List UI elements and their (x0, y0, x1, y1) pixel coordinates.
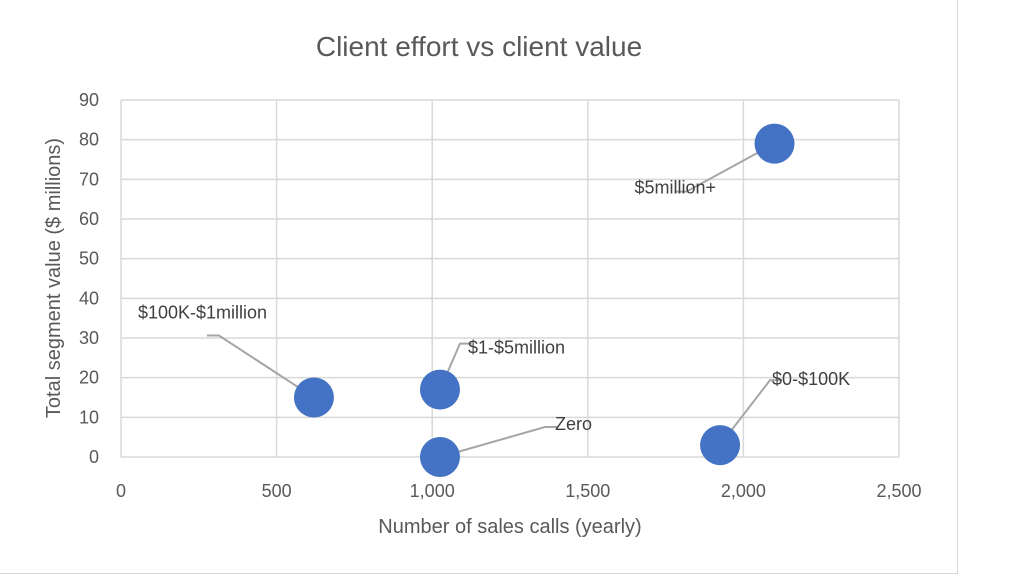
data-point (754, 123, 795, 164)
y-tick-label: 80 (79, 130, 99, 150)
y-tick-label: 0 (89, 447, 99, 467)
x-tick-label: 2,000 (721, 481, 766, 501)
x-tick-label: 1,000 (410, 481, 455, 501)
data-point (700, 425, 741, 466)
data-labels: $5million+ $100K-$1million $1-$5million $0-… (138, 178, 850, 434)
y-axis-ticks: 0 10 20 30 40 50 60 70 80 90 (79, 90, 99, 467)
y-tick-label: 60 (79, 209, 99, 229)
x-tick-label: 0 (116, 481, 126, 501)
data-label: $0-$100K (772, 369, 850, 389)
y-tick-label: 90 (79, 90, 99, 110)
data-label: $100K-$1million (138, 303, 267, 323)
x-axis-ticks: 0 500 1,000 1,500 2,000 2,500 (116, 481, 922, 501)
data-point (419, 369, 460, 410)
chart-title: Client effort vs client value (316, 31, 642, 62)
y-tick-label: 70 (79, 169, 99, 189)
data-label: $5million+ (635, 178, 717, 198)
x-tick-label: 1,500 (565, 481, 610, 501)
leader-line (719, 379, 783, 446)
y-tick-label: 10 (79, 407, 99, 427)
leader-line (439, 426, 557, 458)
y-tick-label: 50 (79, 249, 99, 269)
data-point (293, 377, 334, 418)
x-axis-label: Number of sales calls (yearly) (378, 516, 641, 538)
data-label: Zero (555, 414, 592, 434)
data-point (419, 437, 460, 477)
scatter-chart: Client effort vs client value 0 500 1,000 1… (43, 31, 922, 538)
x-tick-label: 500 (262, 481, 292, 501)
y-tick-label: 40 (79, 288, 99, 308)
data-label: $1-$5million (468, 338, 565, 358)
leader-line (674, 142, 775, 193)
chart-area: Client effort vs client value 0 500 1,000 1… (0, 0, 958, 574)
y-tick-label: 20 (79, 368, 99, 388)
y-axis-label: Total segment value ($ millions) (43, 138, 65, 418)
x-tick-label: 2,500 (876, 481, 921, 501)
data-points (293, 123, 795, 477)
grid-lines (120, 99, 900, 458)
leader-line (206, 334, 315, 399)
y-tick-label: 30 (79, 328, 99, 348)
